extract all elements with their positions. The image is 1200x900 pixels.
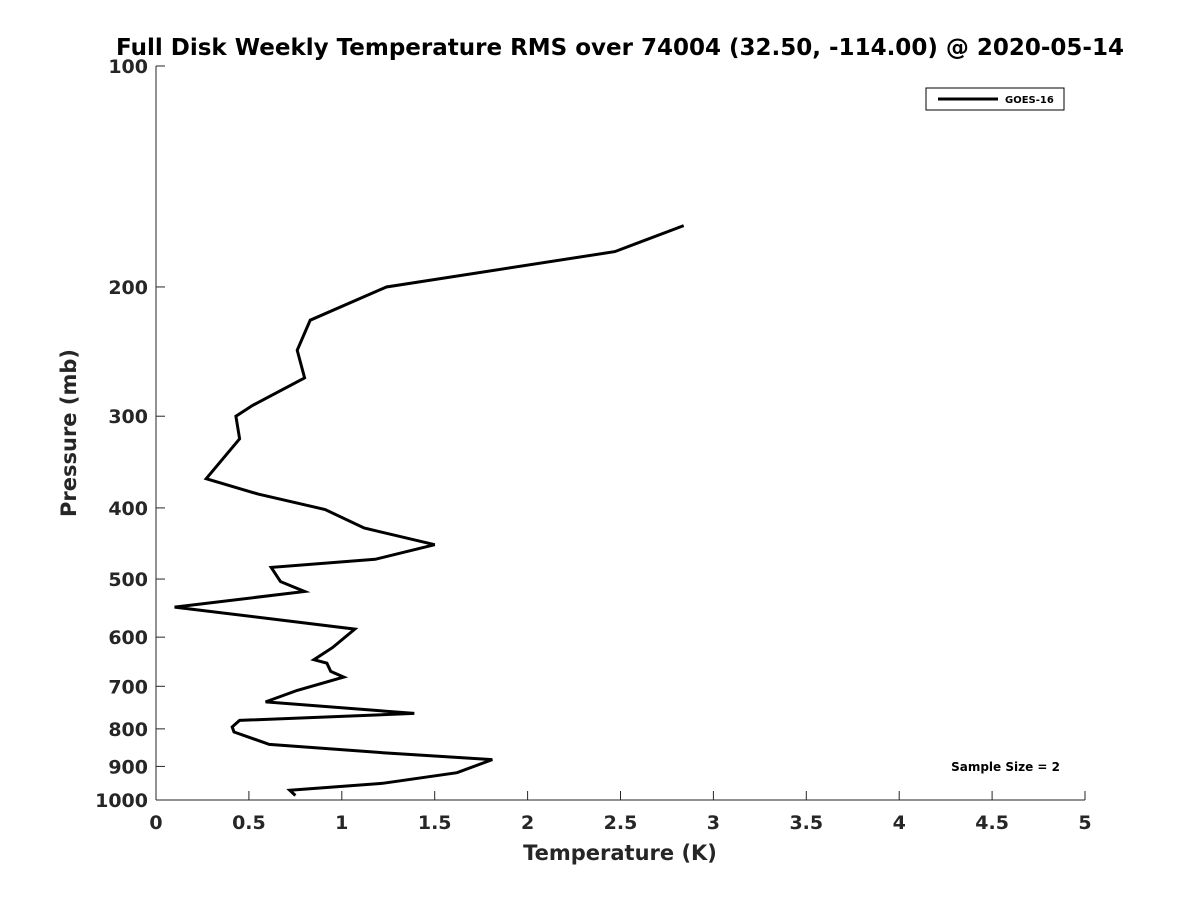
x-axis-label: Temperature (K)	[523, 841, 717, 865]
y-tick-label: 600	[108, 627, 148, 649]
legend-label-goes-16: GOES-16	[1005, 95, 1054, 106]
y-tick-label: 700	[108, 676, 148, 698]
y-tick-label: 200	[108, 277, 148, 299]
x-tick-label: 0.5	[232, 812, 266, 834]
x-tick-label: 3.5	[789, 812, 823, 834]
x-tick-label: 5	[1078, 812, 1091, 834]
x-tick-label: 4	[893, 812, 906, 834]
y-axis: 100 200 300 400 500 600 700 800 900 1000	[95, 56, 165, 812]
x-tick-label: 3	[707, 812, 720, 834]
x-tick-label: 2	[521, 812, 534, 834]
sample-size-annotation: Sample Size = 2	[951, 760, 1060, 774]
y-tick-label: 300	[108, 406, 148, 428]
legend: GOES-16	[925, 87, 1065, 111]
chart-title: Full Disk Weekly Temperature RMS over 74…	[116, 35, 1124, 61]
y-axis-label: Pressure (mb)	[57, 349, 81, 517]
x-tick-label: 2.5	[604, 812, 638, 834]
x-tick-label: 1.5	[418, 812, 452, 834]
y-tick-label: 900	[108, 756, 148, 778]
plot-series	[174, 224, 685, 797]
y-tick-label: 800	[108, 719, 148, 741]
series-line-goes-16	[174, 224, 685, 797]
x-tick-label: 4.5	[975, 812, 1009, 834]
y-tick-label: 400	[108, 498, 148, 520]
x-tick-label: 0	[149, 812, 162, 834]
y-tick-label: 1000	[95, 790, 148, 812]
x-tick-label: 1	[335, 812, 348, 834]
y-tick-label: 500	[108, 569, 148, 591]
x-axis: 0 0.5 1 1.5 2 2.5 3 3.5 4 4.5 5	[149, 791, 1092, 834]
y-tick-label: 100	[108, 56, 148, 78]
